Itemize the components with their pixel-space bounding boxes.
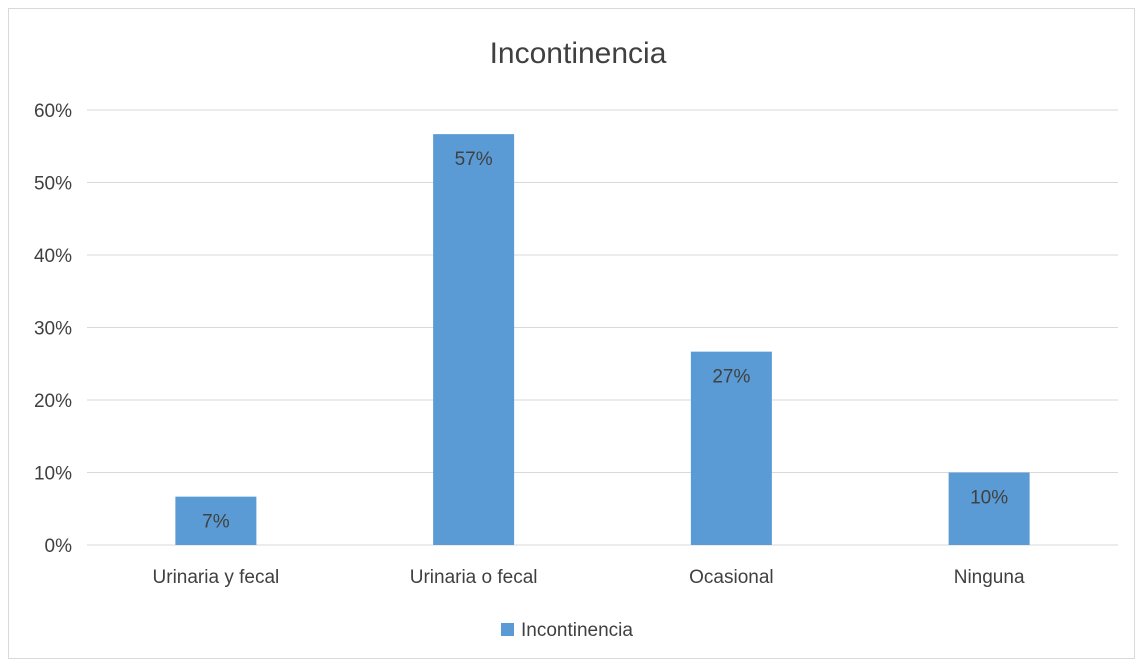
bar (690, 351, 772, 545)
chart-frame (8, 8, 1135, 659)
y-tick-label: 60% (34, 101, 72, 122)
y-tick-label: 10% (34, 464, 72, 485)
bar (175, 496, 257, 545)
y-tick-label: 40% (34, 246, 72, 267)
bars: 7% 57% 27% 10% (175, 134, 1030, 545)
data-label: 57% (455, 149, 493, 170)
data-label: 27% (712, 367, 750, 388)
legend-swatch (501, 623, 514, 636)
y-axis-ticks: 0% 10% 20% 30% 40% 50% 60% (34, 101, 72, 557)
y-tick-label: 30% (34, 319, 72, 340)
y-tick-label: 50% (34, 174, 72, 195)
x-category-label: Urinaria y fecal (153, 567, 280, 588)
y-tick-label: 0% (45, 536, 73, 557)
x-axis-categories: Urinaria y fecal Urinaria o fecal Ocasiona… (153, 567, 1025, 588)
legend-label: Incontinencia (521, 620, 633, 641)
x-category-label: Urinaria o fecal (410, 567, 538, 588)
y-tick-label: 20% (34, 391, 72, 412)
bar (433, 134, 515, 545)
bar (948, 472, 1030, 545)
chart-title: Incontinencia (490, 37, 667, 70)
data-label: 10% (970, 488, 1008, 509)
x-category-label: Ninguna (954, 567, 1025, 588)
data-label: 7% (202, 512, 230, 533)
x-category-label: Ocasional (689, 567, 774, 588)
legend: Incontinencia (501, 620, 633, 641)
gridlines (87, 109, 1118, 546)
